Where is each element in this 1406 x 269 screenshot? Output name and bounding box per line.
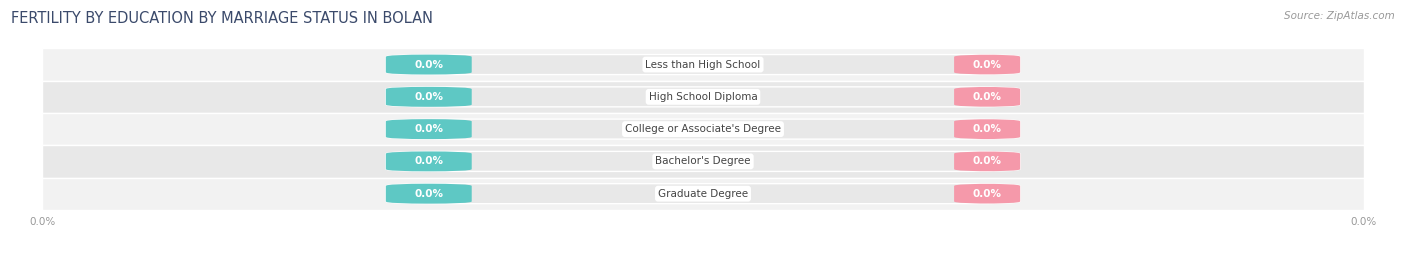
Text: 0.0%: 0.0% [415,156,443,167]
Text: Bachelor's Degree: Bachelor's Degree [655,156,751,167]
Text: 0.0%: 0.0% [973,156,1001,167]
FancyBboxPatch shape [385,119,471,139]
FancyBboxPatch shape [955,87,1021,107]
FancyBboxPatch shape [385,55,471,75]
Text: 0.0%: 0.0% [415,189,443,199]
Text: 0.0%: 0.0% [973,59,1001,70]
Text: 0.0%: 0.0% [973,92,1001,102]
Text: 0.0%: 0.0% [973,189,1001,199]
FancyBboxPatch shape [42,81,1364,113]
FancyBboxPatch shape [42,178,1364,210]
FancyBboxPatch shape [385,87,471,107]
FancyBboxPatch shape [385,87,1021,107]
FancyBboxPatch shape [385,151,1021,171]
FancyBboxPatch shape [42,113,1364,145]
FancyBboxPatch shape [42,145,1364,178]
FancyBboxPatch shape [385,184,471,204]
Text: FERTILITY BY EDUCATION BY MARRIAGE STATUS IN BOLAN: FERTILITY BY EDUCATION BY MARRIAGE STATU… [11,11,433,26]
Text: 0.0%: 0.0% [973,124,1001,134]
FancyBboxPatch shape [42,48,1364,81]
Text: High School Diploma: High School Diploma [648,92,758,102]
Text: 0.0%: 0.0% [415,124,443,134]
FancyBboxPatch shape [385,119,1021,139]
FancyBboxPatch shape [955,55,1021,75]
Text: 0.0%: 0.0% [415,59,443,70]
FancyBboxPatch shape [955,119,1021,139]
FancyBboxPatch shape [955,151,1021,171]
Text: Graduate Degree: Graduate Degree [658,189,748,199]
FancyBboxPatch shape [385,55,1021,75]
Text: Less than High School: Less than High School [645,59,761,70]
Text: Source: ZipAtlas.com: Source: ZipAtlas.com [1284,11,1395,21]
FancyBboxPatch shape [955,184,1021,204]
FancyBboxPatch shape [385,151,471,171]
Text: 0.0%: 0.0% [415,92,443,102]
FancyBboxPatch shape [385,184,1021,204]
Text: College or Associate's Degree: College or Associate's Degree [626,124,780,134]
